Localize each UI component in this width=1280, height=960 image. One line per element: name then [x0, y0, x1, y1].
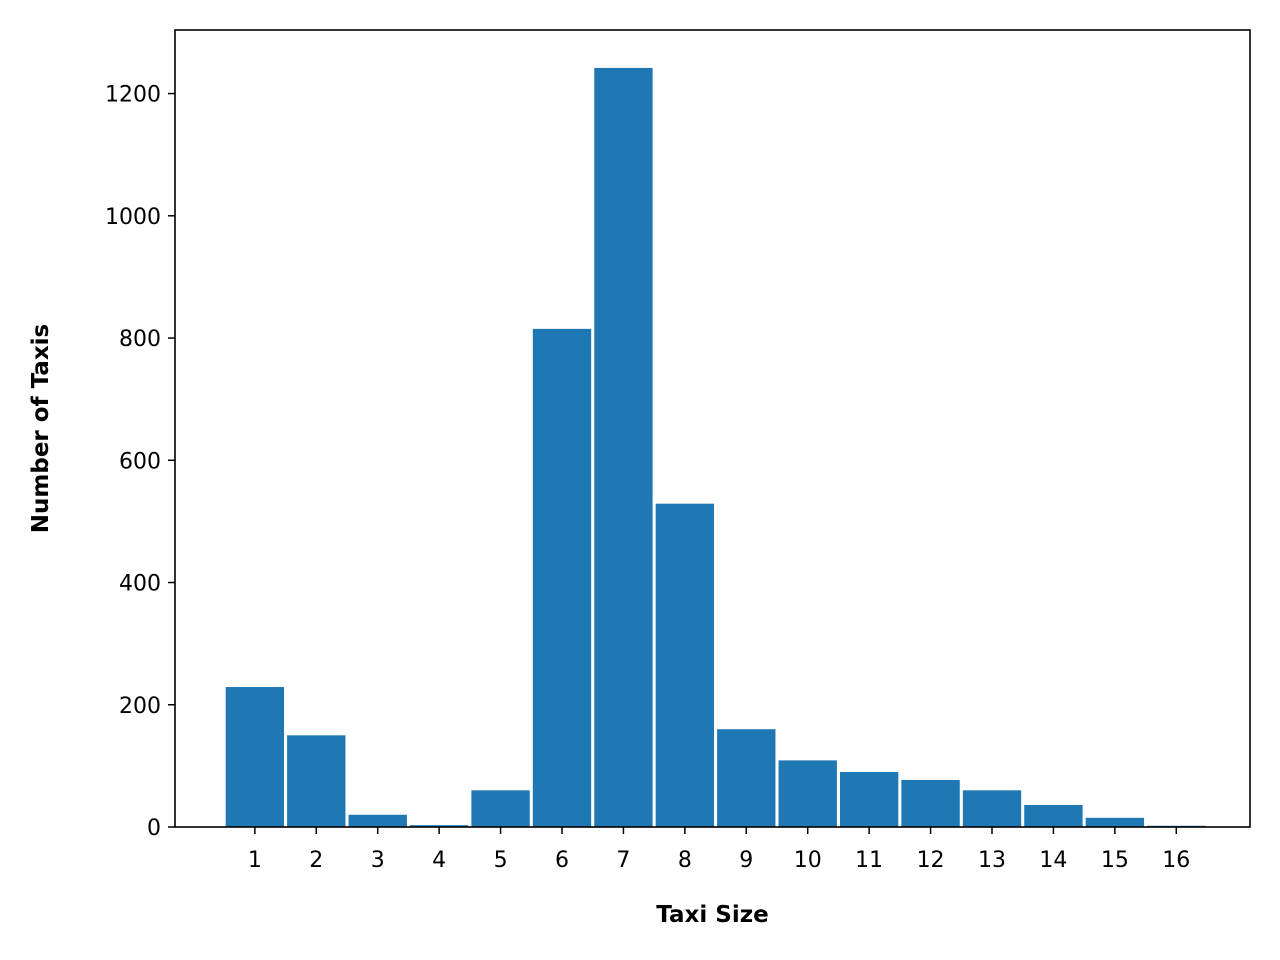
bar-1: [225, 687, 285, 827]
bar-7: [594, 67, 653, 828]
x-tick-label: 4: [432, 848, 446, 873]
y-tick-label: 0: [147, 816, 161, 841]
bar-8: [655, 503, 715, 827]
x-tick-label: 10: [794, 848, 822, 873]
x-tick-label: 2: [309, 848, 323, 873]
x-tick-label: 12: [917, 848, 945, 873]
plot-frame: [174, 29, 1251, 828]
x-axis-label: Taxi Size: [656, 902, 768, 928]
bar-6: [532, 328, 592, 827]
x-axis: 1 2 3 4 5 6 7 8 9 10 11 12 13 14 15 16: [248, 827, 1190, 873]
bars-group: [225, 67, 1206, 828]
bar-2: [287, 735, 346, 827]
x-tick-label: 14: [1039, 848, 1067, 873]
x-tick-label: 11: [855, 848, 883, 873]
x-tick-label: 7: [616, 848, 630, 873]
bar-11: [839, 771, 899, 827]
y-axis-label: Number of Taxis: [28, 324, 54, 533]
x-tick-label: 13: [978, 848, 1006, 873]
y-tick-label: 600: [119, 449, 161, 474]
y-tick-label: 1000: [105, 205, 161, 230]
bar-13: [962, 790, 1022, 827]
bar-14: [1024, 804, 1083, 827]
y-axis: 0 200 400 600 800 1000 1200: [105, 83, 175, 841]
x-tick-label: 15: [1101, 848, 1129, 873]
y-tick-label: 400: [119, 572, 161, 597]
bar-9: [717, 729, 776, 827]
y-tick-label: 200: [119, 694, 161, 719]
x-tick-label: 1: [248, 848, 262, 873]
bar-5: [471, 790, 530, 827]
bar-3: [348, 814, 407, 827]
x-tick-label: 5: [494, 848, 508, 873]
bar-4: [409, 825, 469, 827]
bar-15: [1085, 817, 1145, 827]
x-tick-label: 9: [739, 848, 753, 873]
y-tick-label: 1200: [105, 83, 161, 108]
x-tick-label: 16: [1162, 848, 1190, 873]
x-tick-label: 8: [678, 848, 692, 873]
y-tick-label: 800: [119, 327, 161, 352]
x-tick-label: 3: [371, 848, 385, 873]
bar-10: [778, 760, 837, 827]
x-tick-label: 6: [555, 848, 569, 873]
bar-12: [901, 779, 960, 827]
